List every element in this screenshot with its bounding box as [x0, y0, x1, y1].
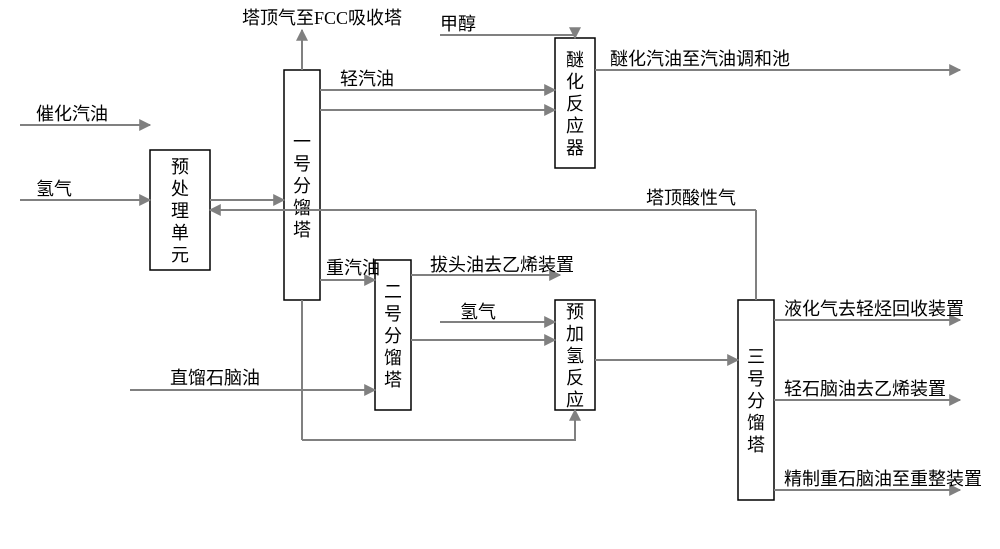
label-heavy-gasoline: 重汽油: [326, 258, 380, 278]
node-label-pretreat: 元: [171, 245, 189, 265]
node-label-prehydro: 预: [566, 302, 584, 322]
label-topped-oil: 拔头油去乙烯装置: [430, 255, 574, 275]
node-label-tower1: 号: [293, 154, 311, 174]
node-label-tower3: 号: [747, 369, 765, 389]
node-label-tower3: 馏: [747, 413, 765, 433]
node-label-ether: 化: [566, 72, 584, 92]
node-label-tower2: 二: [384, 282, 402, 302]
node-label-ether: 醚: [566, 50, 584, 70]
node-label-tower2: 馏: [384, 348, 402, 368]
node-label-prehydro: 应: [566, 390, 584, 410]
node-label-tower2: 号: [384, 304, 402, 324]
node-label-tower3: 三: [747, 347, 765, 367]
node-label-ether: 器: [566, 138, 584, 158]
node-label-prehydro: 加: [566, 324, 584, 344]
node-label-tower1: 一: [293, 132, 311, 152]
node-label-tower3: 塔: [747, 435, 765, 455]
process-flow-diagram: 预处理单元一号分馏塔醚化反应器二号分馏塔预加氢反应三号分馏塔催化汽油氢气塔顶气至…: [0, 0, 1000, 549]
node-label-tower1: 馏: [293, 198, 311, 218]
node-label-pretreat: 处: [171, 179, 189, 199]
label-lpg: 液化气去轻烃回收装置: [784, 299, 964, 319]
node-label-pretreat: 预: [171, 157, 189, 177]
label-hydrogen-2: 氢气: [460, 302, 496, 322]
node-label-pretreat: 单: [171, 223, 189, 243]
node-label-prehydro: 反: [566, 368, 584, 388]
label-hydrogen-1: 氢气: [36, 179, 72, 199]
label-methanol: 甲醇: [440, 14, 476, 34]
label-fcc-gasoline: 催化汽油: [36, 104, 108, 124]
flow-arrow: [302, 410, 575, 440]
label-sour-gas: 塔顶酸性气: [646, 188, 736, 208]
node-label-tower2: 塔: [384, 370, 402, 390]
label-sr-naphtha: 直馏石脑油: [170, 368, 260, 388]
node-label-prehydro: 氢: [566, 346, 584, 366]
node-label-ether: 反: [566, 94, 584, 114]
node-label-ether: 应: [566, 116, 584, 136]
node-label-tower1: 分: [293, 176, 311, 196]
label-ether-out: 醚化汽油至汽油调和池: [610, 49, 790, 69]
node-label-pretreat: 理: [171, 201, 189, 221]
node-label-tower3: 分: [747, 391, 765, 411]
node-label-tower2: 分: [384, 326, 402, 346]
label-light-gasoline: 轻汽油: [340, 69, 394, 89]
node-label-tower1: 塔: [293, 220, 311, 240]
label-topgas: 塔顶气至FCC吸收塔: [242, 8, 402, 28]
label-ln: 轻石脑油去乙烯装置: [784, 379, 946, 399]
label-hn: 精制重石脑油至重整装置: [784, 469, 982, 489]
